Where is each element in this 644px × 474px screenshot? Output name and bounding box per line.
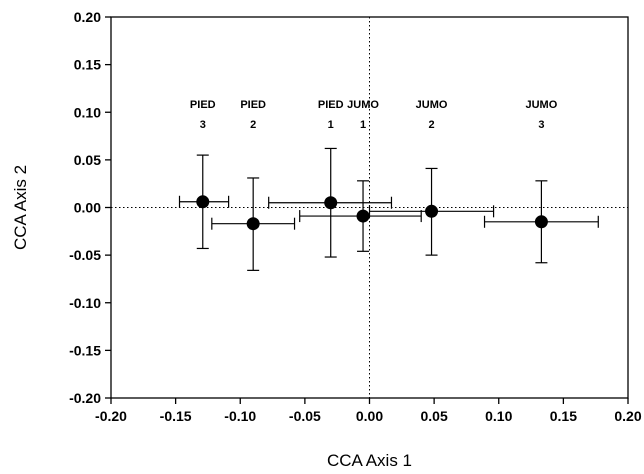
- data-point-jumo-3: [483, 180, 599, 264]
- point-label-index: 2: [428, 119, 434, 131]
- y-tick-label: -0.05: [69, 247, 101, 263]
- point-label-index: 3: [200, 119, 206, 131]
- x-axis-title: CCA Axis 1: [327, 451, 412, 470]
- x-tick-label: 0.15: [550, 408, 577, 424]
- point-label-group: PIED: [190, 99, 216, 111]
- x-tick-label: -0.20: [95, 408, 127, 424]
- y-tick-label: 0.00: [74, 200, 101, 216]
- data-point-pied-1: [268, 147, 393, 258]
- y-tick-label: -0.10: [69, 295, 101, 311]
- point-label-group: JUMO: [347, 99, 379, 111]
- point-labels: PIED 3 PIED 2 PIED 1 JUMO 1 JUMO 2 JUMO 3: [190, 99, 558, 131]
- data-point-jumo-2: [368, 167, 495, 256]
- y-tick-label: -0.15: [69, 342, 101, 358]
- y-tick-label: 0.20: [74, 9, 101, 25]
- data-point-pied-2: [211, 177, 296, 271]
- point-label-index: 2: [250, 119, 256, 131]
- point-label-index: 3: [538, 119, 544, 131]
- data-point-jumo-1: [299, 180, 422, 252]
- point-label-group: PIED: [240, 99, 266, 111]
- y-axis: 0.20 0.15 0.10 0.05 0.00 -0.05 -0.10 -0.15 -0.20: [69, 9, 111, 406]
- point-label-group: PIED: [318, 99, 344, 111]
- y-axis-title: CCA Axis 2: [11, 165, 30, 250]
- point-marker: [534, 215, 548, 229]
- point-label-group: JUMO: [526, 99, 558, 111]
- x-tick-label: -0.10: [224, 408, 256, 424]
- reference-lines: [111, 17, 628, 398]
- y-tick-label: 0.10: [74, 104, 101, 120]
- point-label-index: 1: [360, 119, 366, 131]
- x-tick-label: -0.15: [160, 408, 192, 424]
- point-marker: [246, 217, 260, 231]
- y-tick-label: 0.15: [74, 57, 101, 73]
- y-tick-label: -0.20: [69, 390, 101, 406]
- x-tick-label: 0.05: [421, 408, 448, 424]
- point-marker: [324, 196, 338, 210]
- point-marker: [196, 195, 210, 209]
- x-axis: -0.20 -0.15 -0.10 -0.05 0.00 0.05 0.10 0.15 0.20: [95, 398, 642, 424]
- point-marker: [356, 209, 370, 223]
- x-tick-label: 0.20: [614, 408, 641, 424]
- point-label-group: JUMO: [416, 99, 448, 111]
- data-point-pied-3: [178, 154, 230, 250]
- y-tick-label: 0.05: [74, 152, 101, 168]
- point-marker: [425, 204, 439, 218]
- point-label-index: 1: [328, 119, 334, 131]
- x-tick-label: 0.10: [485, 408, 512, 424]
- data-points: [178, 147, 599, 271]
- x-tick-label: 0.00: [356, 408, 383, 424]
- x-tick-label: -0.05: [289, 408, 321, 424]
